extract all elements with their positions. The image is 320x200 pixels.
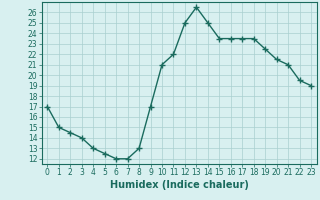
X-axis label: Humidex (Indice chaleur): Humidex (Indice chaleur) xyxy=(110,180,249,190)
